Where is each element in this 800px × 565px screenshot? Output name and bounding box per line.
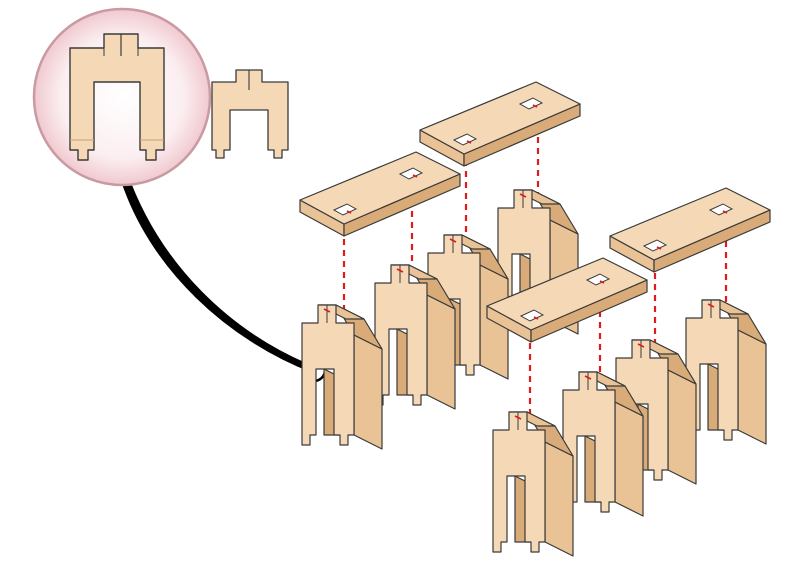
parts-group [299,81,771,557]
leg-side-right [353,334,383,450]
leg-profile-large [69,33,165,161]
leg-slot-mark [514,415,522,420]
leg-front-right [562,371,644,517]
callout-line [118,170,314,373]
slot-front [642,239,668,252]
slot-back-mark [412,174,418,178]
slot-back-mark [599,280,605,284]
zoom-callout [32,7,327,383]
leg-right-back [685,299,767,445]
top-surface [486,257,648,331]
top-surface [609,187,771,261]
slot-front-mark [346,210,352,214]
leg-front-face [301,304,355,446]
leg-side-right [614,401,644,517]
leg-side-right [426,294,456,410]
leg-side-right [737,329,767,445]
table-top-left [299,151,461,237]
slot-front [519,309,545,322]
slot-front-mark [656,246,662,250]
leg-left-back [374,264,456,410]
slot-back [585,273,611,286]
leg-profile-small [211,69,289,159]
leg-slot-mark [584,375,592,380]
table-top-right [609,187,771,273]
table-top-front [486,257,648,343]
leg-slot-mark [637,343,645,348]
slot-back [708,203,734,216]
leg-slot-mark [396,268,404,273]
leg-slot-mark [323,308,331,313]
top-surface [419,81,581,155]
leg-slot-mark [707,303,715,308]
leg-side-right [544,441,574,557]
slot-front [452,133,478,146]
table-top-back [419,81,581,167]
leg-front-face [492,411,546,553]
slot-back-mark [532,104,538,108]
leg-left-front [301,304,383,450]
leg-side-right [667,369,697,485]
slot-front [332,203,358,216]
slot-front-mark [533,316,539,320]
leg-slot-mark [519,193,527,198]
leg-slot-mark [449,238,457,243]
slot-back-mark [722,210,728,214]
top-surface [299,151,461,225]
slot-back [398,167,424,180]
slot-front-mark [466,140,472,144]
alignment-guides [342,126,728,418]
slot-back [518,97,544,110]
leg-front-left [492,411,574,557]
